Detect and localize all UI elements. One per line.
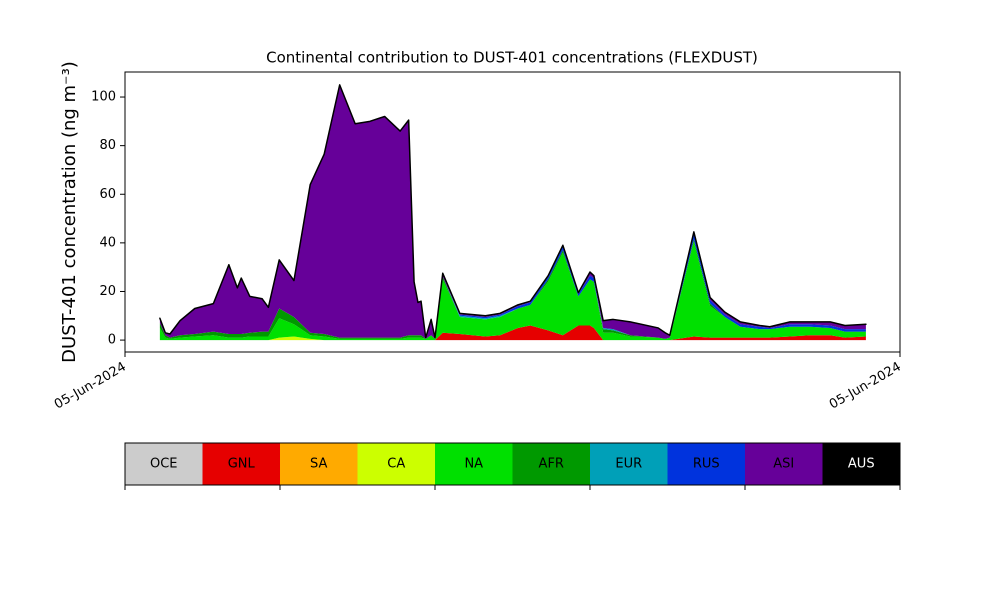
area [159,241,866,341]
y-tick-label: 0 [108,333,116,348]
legend-label: NA [464,457,483,472]
legend: OCE GNL SA CA NA AFR EUR RUS ASI AUS [124,442,901,486]
legend-ticks [124,485,901,490]
y-tick-label: 40 [99,235,116,250]
y-tick-label: 20 [99,284,116,299]
y-tick-label: 100 [91,90,116,105]
legend-swatch [667,443,745,485]
legend-label: AFR [539,457,564,472]
legend-label: SA [310,457,327,472]
legend-label: AUS [848,457,875,472]
legend-swatch [125,443,203,485]
legend-swatch [745,443,823,485]
chart-title: Continental contribution to DUST-401 con… [266,49,758,67]
y-tick-label: 60 [99,187,116,202]
legend-swatch [822,443,900,485]
legend-swatch [202,443,280,485]
legend-label: RUS [693,457,720,472]
legend-label: CA [387,457,405,472]
legend-label: GNL [228,457,256,472]
legend-swatch [435,443,513,485]
legend-label: ASI [773,457,794,472]
area [159,84,867,339]
area [159,325,866,341]
x-tick-label: 05-Jun-2024 [827,360,904,413]
plot-frame [124,71,901,353]
legend-swatch [512,443,590,485]
legend-swatch [590,443,668,485]
legend-label: EUR [615,457,642,472]
x-tick-label: 05-Jun-2024 [52,360,129,413]
legend-swatch [280,443,358,485]
plot-area [159,84,867,341]
y-tick-label: 80 [99,138,116,153]
legend-swatch [357,443,435,485]
legend-frame [124,442,901,486]
area [159,84,866,339]
legend-label: OCE [150,457,178,472]
y-axis-label: DUST-401 concentration (ng m⁻³) [59,61,80,363]
